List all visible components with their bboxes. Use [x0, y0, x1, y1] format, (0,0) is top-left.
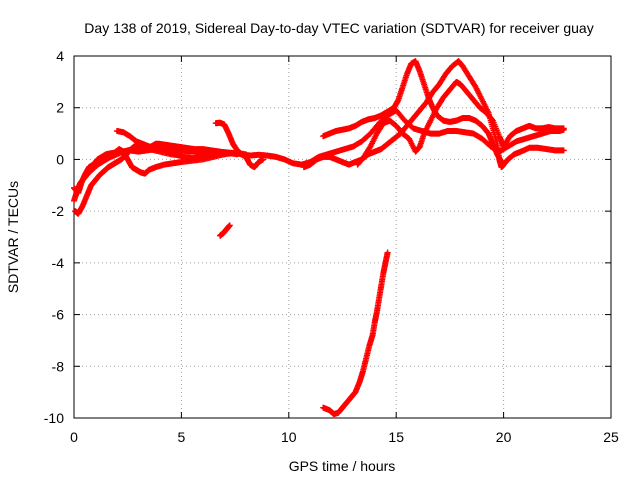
- plot-frame: [73, 55, 612, 419]
- data-point: [560, 125, 567, 132]
- y-tick-label: 4: [56, 48, 64, 64]
- y-tick-label: 0: [56, 151, 64, 167]
- y-axis-label: SDTVAR / TECUs: [5, 181, 21, 293]
- data-point: [226, 222, 233, 229]
- x-tick-label: 15: [388, 429, 404, 445]
- chart-title: Day 138 of 2019, Sidereal Day-to-day VTE…: [84, 20, 593, 36]
- data-point: [560, 147, 567, 154]
- satellite-track-7: [300, 58, 567, 171]
- y-tick-label: -8: [52, 358, 65, 374]
- x-tick-label: 10: [281, 429, 297, 445]
- x-tick-label: 0: [70, 429, 78, 445]
- x-tick-label: 5: [178, 429, 186, 445]
- y-tick-label: -4: [52, 255, 65, 271]
- y-tick-label: 2: [56, 100, 64, 116]
- x-axis-label: GPS time / hours: [289, 458, 396, 474]
- data-point: [260, 156, 267, 163]
- data-series: [71, 58, 567, 418]
- satellite-track-9: [354, 78, 567, 168]
- y-tick-label: -2: [52, 203, 65, 219]
- x-tick-label: 25: [603, 429, 619, 445]
- x-tick-label: 20: [496, 429, 512, 445]
- data-point: [221, 151, 228, 158]
- y-tick-label: -6: [52, 307, 65, 323]
- data-point: [498, 159, 505, 166]
- satellite-track-6: [217, 222, 233, 239]
- y-tick-label: -10: [44, 410, 64, 426]
- satellite-track-11: [71, 144, 185, 204]
- grid-lines: [74, 56, 611, 418]
- satellite-track-5: [212, 119, 267, 171]
- data-point: [178, 152, 185, 159]
- data-point: [384, 249, 391, 256]
- satellite-track-10: [320, 249, 391, 418]
- axis-ticks: 0 5 10 15 20 25 -10 -8 -6 -4 -2 0 2 4: [44, 48, 619, 445]
